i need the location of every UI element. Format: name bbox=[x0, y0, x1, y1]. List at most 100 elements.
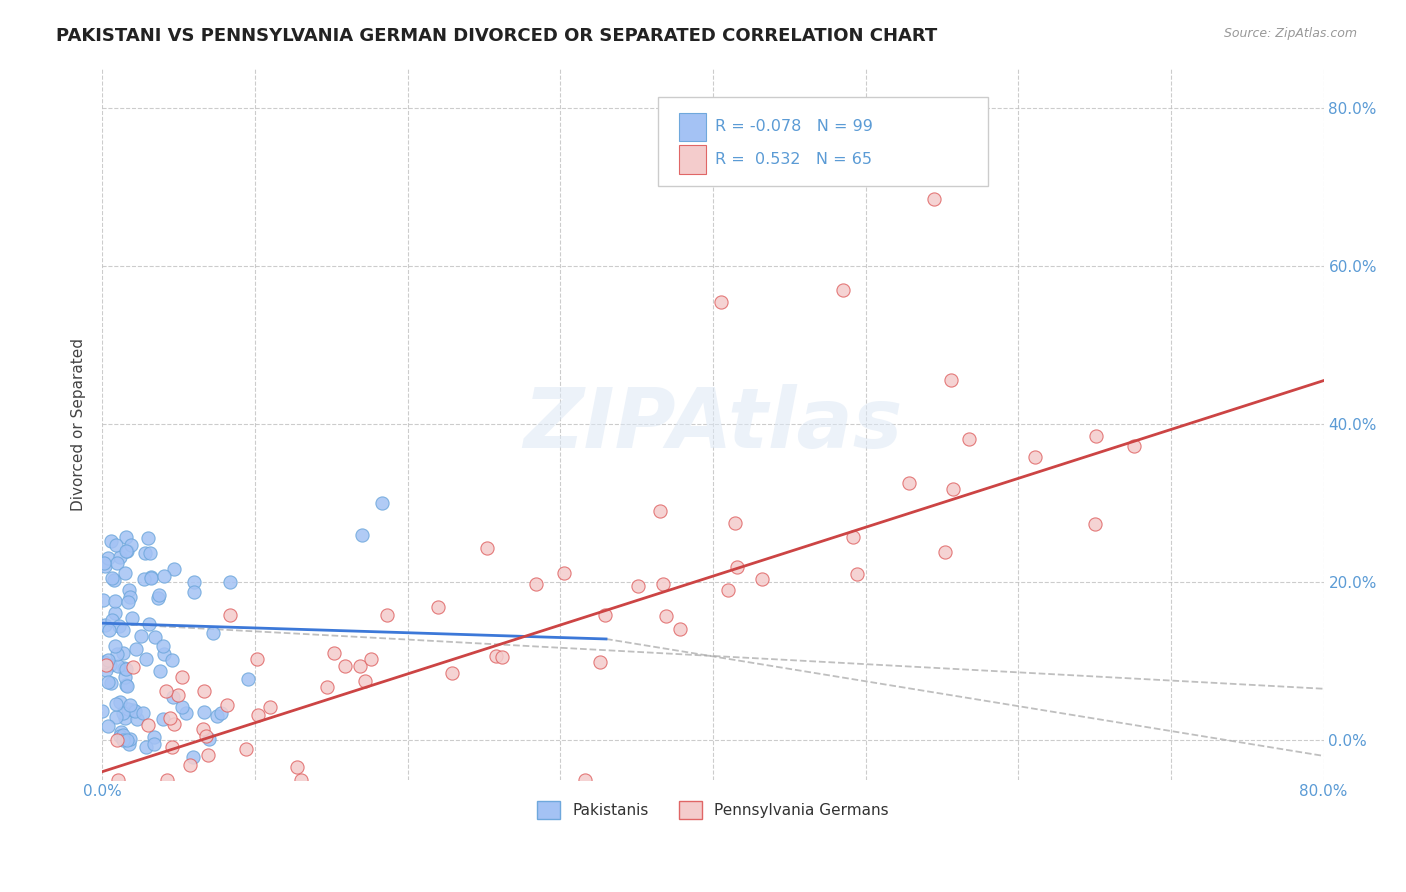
Point bbox=[831, 283, 853, 297]
Point bbox=[246, 708, 269, 723]
Point bbox=[108, 729, 131, 743]
Point bbox=[553, 566, 575, 581]
Point bbox=[219, 574, 242, 589]
Point bbox=[112, 706, 135, 720]
Point bbox=[149, 665, 172, 679]
Point bbox=[588, 655, 610, 669]
Point bbox=[934, 545, 956, 559]
Point bbox=[110, 725, 132, 739]
Point bbox=[1024, 450, 1046, 465]
Point bbox=[96, 658, 118, 673]
Point bbox=[108, 549, 131, 564]
Point bbox=[846, 567, 869, 582]
Point bbox=[136, 531, 159, 545]
Point bbox=[98, 624, 121, 638]
Point bbox=[104, 697, 127, 711]
Point bbox=[111, 646, 134, 660]
Point bbox=[107, 772, 129, 787]
Point bbox=[115, 544, 138, 558]
Point bbox=[725, 559, 748, 574]
Point bbox=[142, 730, 165, 744]
Point bbox=[111, 728, 134, 742]
Point bbox=[259, 700, 281, 714]
Point bbox=[183, 575, 205, 590]
Point bbox=[159, 711, 181, 725]
Point bbox=[108, 619, 131, 633]
Point bbox=[170, 670, 193, 684]
Legend: Pakistanis, Pennsylvania Germans: Pakistanis, Pennsylvania Germans bbox=[531, 795, 896, 825]
Point bbox=[669, 622, 692, 636]
Point bbox=[152, 711, 174, 725]
Point bbox=[107, 733, 129, 747]
Point bbox=[101, 613, 124, 627]
Point bbox=[127, 712, 149, 726]
Point bbox=[360, 652, 382, 666]
Point bbox=[97, 551, 120, 566]
Point bbox=[141, 570, 163, 584]
Point bbox=[120, 591, 142, 605]
Point bbox=[160, 653, 183, 667]
Point bbox=[148, 588, 170, 602]
Point bbox=[627, 579, 650, 593]
Point bbox=[125, 642, 148, 657]
Point bbox=[205, 709, 228, 723]
Point bbox=[93, 655, 115, 669]
Point bbox=[939, 373, 962, 387]
Point bbox=[105, 710, 128, 724]
Point bbox=[132, 706, 155, 721]
Point bbox=[120, 731, 142, 746]
Point bbox=[97, 675, 120, 690]
Point bbox=[942, 482, 965, 496]
Text: PAKISTANI VS PENNSYLVANIA GERMAN DIVORCED OR SEPARATED CORRELATION CHART: PAKISTANI VS PENNSYLVANIA GERMAN DIVORCE… bbox=[56, 27, 938, 45]
Point bbox=[491, 650, 513, 665]
Point bbox=[97, 653, 120, 667]
Point bbox=[91, 705, 114, 719]
Point bbox=[135, 652, 157, 666]
Point bbox=[124, 704, 146, 718]
Point bbox=[117, 595, 139, 609]
Point bbox=[146, 591, 169, 606]
Point bbox=[183, 585, 205, 599]
Point bbox=[115, 543, 138, 558]
Point bbox=[370, 496, 392, 510]
Point bbox=[120, 538, 142, 552]
Point bbox=[135, 739, 157, 754]
Point bbox=[246, 652, 269, 666]
Point bbox=[139, 571, 162, 585]
Point bbox=[475, 541, 498, 556]
Point bbox=[117, 702, 139, 716]
Point bbox=[751, 572, 773, 586]
Text: Source: ZipAtlas.com: Source: ZipAtlas.com bbox=[1223, 27, 1357, 40]
Point bbox=[120, 698, 142, 712]
Point bbox=[170, 700, 193, 714]
Point bbox=[181, 750, 204, 764]
Point bbox=[155, 684, 177, 698]
Point bbox=[114, 662, 136, 676]
Point bbox=[426, 599, 449, 614]
Point bbox=[136, 718, 159, 732]
Point bbox=[100, 534, 122, 549]
Point bbox=[195, 729, 218, 743]
Point bbox=[197, 748, 219, 763]
Point bbox=[121, 703, 143, 717]
Point bbox=[94, 663, 117, 677]
Point bbox=[174, 706, 197, 721]
Point bbox=[152, 569, 174, 583]
Point bbox=[115, 530, 138, 544]
Point bbox=[104, 606, 127, 620]
Point bbox=[651, 576, 673, 591]
Text: R = -0.078   N = 99: R = -0.078 N = 99 bbox=[716, 120, 873, 135]
Point bbox=[1123, 439, 1146, 453]
Point bbox=[323, 646, 346, 660]
Point bbox=[236, 672, 259, 686]
Point bbox=[290, 772, 312, 787]
Point bbox=[118, 583, 141, 598]
Point bbox=[142, 737, 165, 751]
Point bbox=[162, 690, 184, 704]
Point bbox=[333, 659, 356, 673]
Point bbox=[209, 706, 232, 720]
Point bbox=[167, 689, 190, 703]
Point bbox=[574, 772, 596, 787]
Point bbox=[105, 556, 128, 570]
Point bbox=[235, 741, 257, 756]
